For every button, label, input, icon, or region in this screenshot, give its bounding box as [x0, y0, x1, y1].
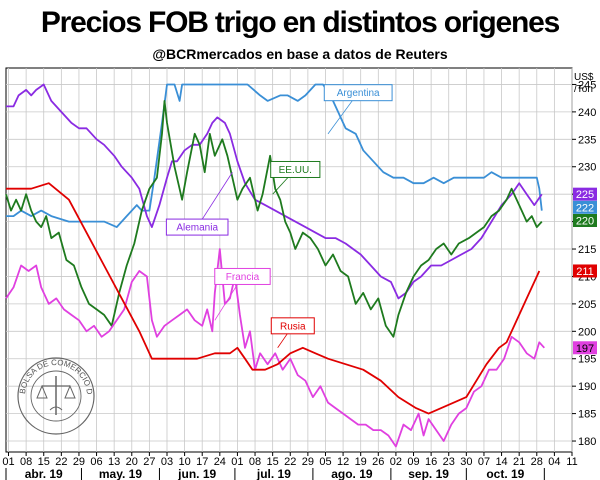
series-labels: Argentina EE.UU. Alemania Francia Rusia — [165, 84, 393, 348]
x-tick-label: 19 — [355, 456, 367, 468]
x-tick-label: 26 — [372, 456, 384, 468]
series-line-alemania — [6, 83, 543, 300]
x-tick-label: 04 — [548, 456, 560, 468]
x-tick-label: 08 — [20, 456, 32, 468]
series-line-argentina — [6, 83, 543, 228]
x-tick-label: 17 — [196, 456, 208, 468]
x-tick-label: 09 — [407, 456, 419, 468]
end-value-tag — [573, 187, 597, 201]
x-tick-label: 01 — [2, 456, 14, 468]
x-tick-label: 29 — [302, 456, 314, 468]
x-tick-label: 24 — [214, 456, 226, 468]
y-tick-label: 205 — [578, 299, 596, 311]
end-value-label: 197 — [576, 343, 594, 355]
series-label-francia: Francia — [226, 272, 260, 283]
month-axis: abr. 19 may. 19 jun. 19 jul. 19 ago. 19 sep. … — [5, 467, 545, 480]
end-value-label: 222 — [576, 202, 594, 214]
x-tick-label: 20 — [126, 456, 138, 468]
x-tick-label: 08 — [249, 456, 261, 468]
x-tick-label: 12 — [337, 456, 349, 468]
y-tick-label: 235 — [578, 134, 596, 146]
series-label-francia-box — [214, 267, 271, 285]
x-tick-label: 29 — [73, 456, 85, 468]
x-tick-label: 11 — [566, 456, 577, 468]
end-value-tag — [573, 200, 597, 214]
month-label: sep. 19 — [408, 467, 449, 480]
y-tick-label: 230 — [578, 162, 596, 174]
x-tick-label: 23 — [443, 456, 455, 468]
series-line-rusia — [6, 182, 541, 415]
series-label-alemania: Alemania — [176, 223, 218, 234]
x-tick-label: 16 — [425, 456, 437, 468]
series-label-eeuu: EE.UU. — [279, 165, 312, 176]
series-label-argentina: Argentina — [337, 88, 380, 99]
series-label-alemania-box — [165, 218, 229, 236]
y-unit-ton: /Ton — [574, 84, 593, 95]
series-label-eeuu-box — [270, 160, 321, 178]
month-label: jul. 19 — [256, 467, 291, 480]
y-tick-label: 200 — [578, 326, 596, 338]
series-label-argentina-box — [323, 84, 393, 102]
x-tick-label: 07 — [478, 456, 490, 468]
month-label: jun. 19 — [177, 467, 216, 480]
end-value-tag — [573, 341, 597, 355]
x-tick-label: 01 — [231, 456, 243, 468]
x-tick-label: 14 — [495, 456, 507, 468]
series-label-alemania-leader — [196, 172, 233, 228]
plot-frame — [5, 67, 573, 453]
series-layer — [5, 83, 545, 448]
y-tick-label: 245 — [578, 79, 596, 91]
chart-subtitle: @BCRmercados en base a datos de Reuters — [152, 46, 448, 62]
x-tick-label: 21 — [513, 456, 525, 468]
series-label-rusia: Rusia — [280, 321, 306, 332]
x-tick-label: 15 — [38, 456, 50, 468]
x-tick-label: 30 — [460, 456, 472, 468]
x-axis: 01 08 15 22 29 06 13 20 27 03 10 17 24 01 08 15 22 29 05 12… — [2, 452, 578, 468]
x-tick-label: 13 — [108, 456, 120, 468]
series-line-eeuu — [5, 100, 543, 338]
y-axis: 1801851901952002052102152202252302352402… — [572, 79, 596, 448]
month-label: abr. 19 — [25, 467, 63, 480]
chart-title: Precios FOB trigo en distintos origenes — [40, 6, 560, 39]
end-value-tag — [573, 214, 597, 228]
x-tick-label: 15 — [267, 456, 279, 468]
x-tick-label: 05 — [319, 456, 331, 468]
y-tick-label: 195 — [578, 354, 596, 366]
y-tick-label: 180 — [578, 436, 596, 448]
end-value-tag — [573, 264, 597, 278]
x-tick-label: 22 — [284, 456, 296, 468]
month-label: oct. 19 — [486, 467, 524, 480]
end-value-label: 220 — [576, 216, 594, 228]
x-tick-label: 22 — [55, 456, 67, 468]
y-tick-label: 185 — [578, 409, 596, 421]
series-line-francia — [5, 248, 545, 448]
end-value-label: 211 — [576, 266, 594, 278]
y-tick-label: 215 — [578, 244, 596, 256]
x-tick-label: 06 — [90, 456, 102, 468]
month-label: ago. 19 — [331, 467, 373, 480]
x-tick-label: 10 — [178, 456, 190, 468]
x-tick-label: 27 — [143, 456, 155, 468]
x-tick-label: 03 — [161, 456, 173, 468]
gridlines — [6, 68, 573, 452]
x-tick-label: 28 — [531, 456, 543, 468]
x-tick-label: 02 — [390, 456, 402, 468]
month-label: may. 19 — [99, 467, 142, 480]
y-tick-label: 190 — [578, 381, 596, 393]
end-value-label: 225 — [576, 189, 594, 201]
series-label-rusia-box — [270, 317, 315, 335]
y-unit-usd: US$ — [574, 72, 594, 83]
y-tick-label: 240 — [578, 107, 596, 119]
